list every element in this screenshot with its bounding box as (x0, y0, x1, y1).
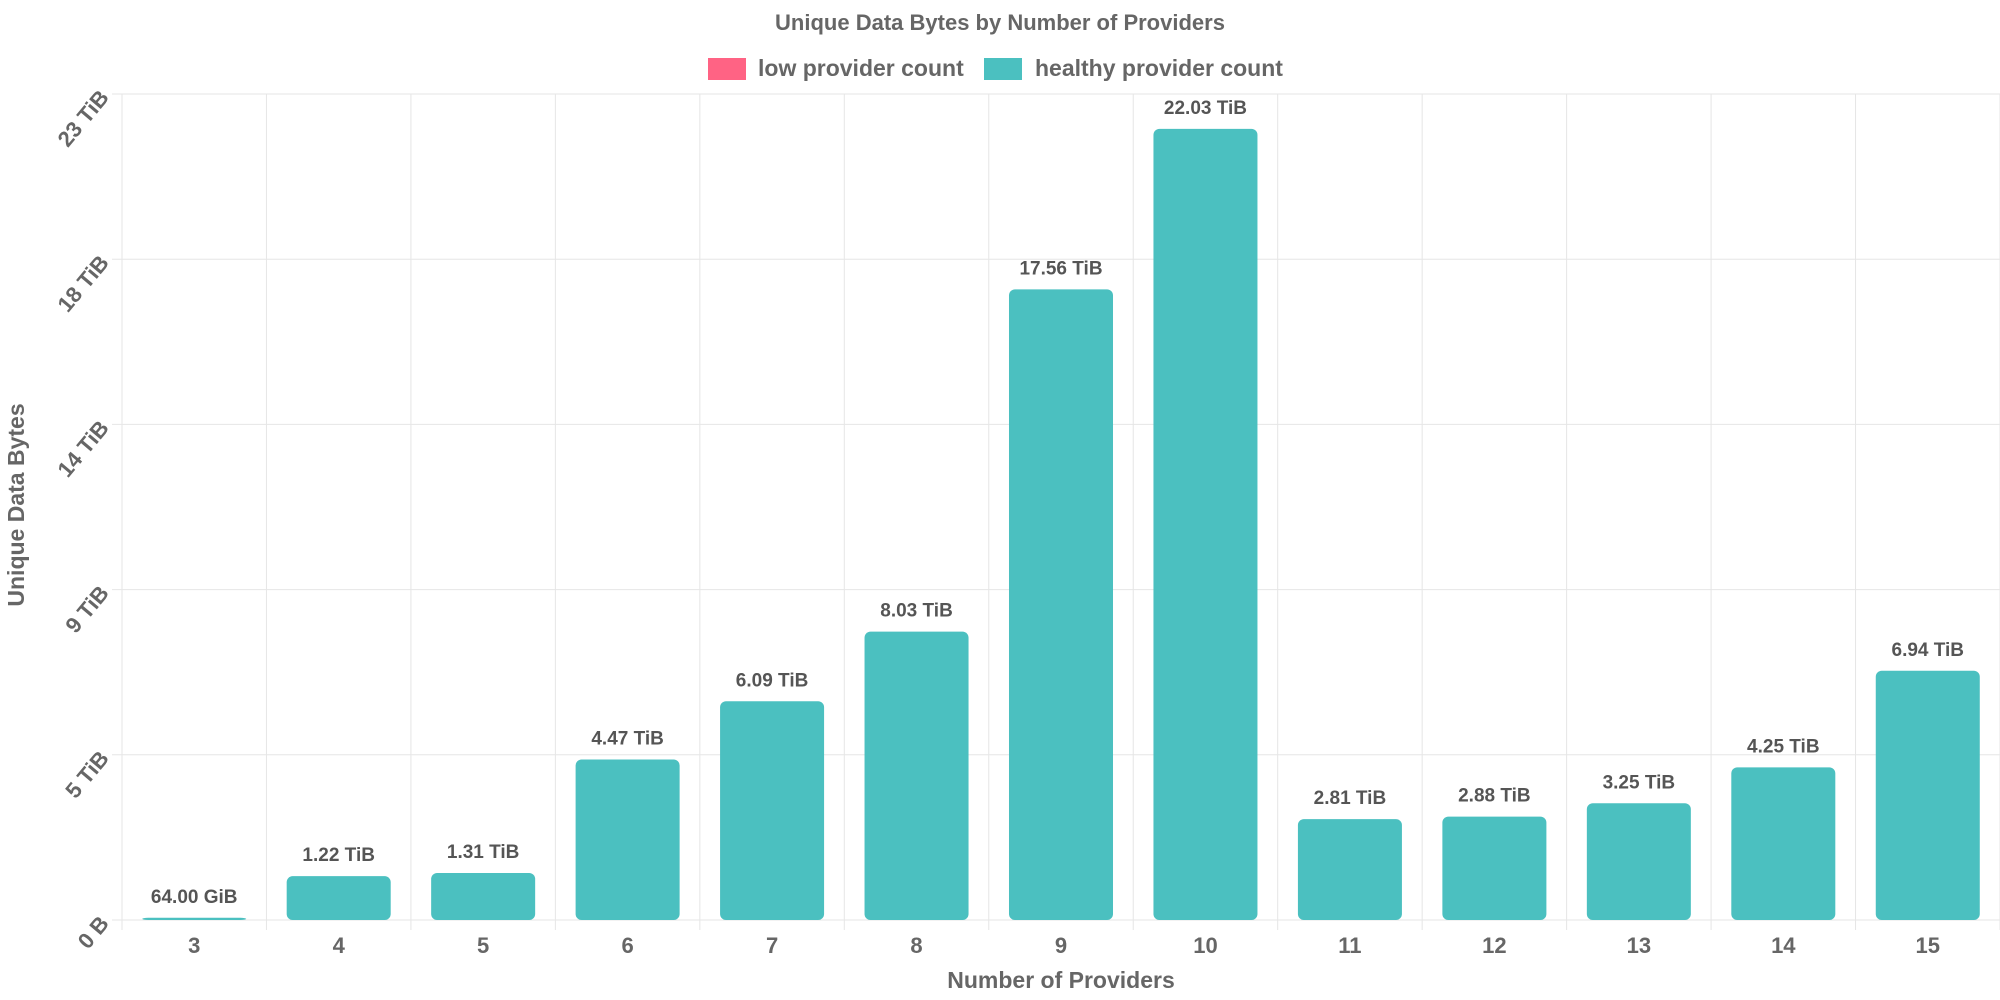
bar-11[interactable] (1297, 819, 1402, 920)
data-label-9: 17.56 TiB (1019, 258, 1102, 279)
legend-label-low[interactable]: low provider count (758, 55, 964, 81)
y-tick-label: 14 TiB (52, 416, 113, 482)
data-label-12: 2.88 TiB (1458, 786, 1531, 807)
legend-label-healthy[interactable]: healthy provider count (1035, 55, 1283, 81)
x-axis-ticks: 3 4 5 6 7 8 9 10 11 12 13 14 15 (188, 933, 1940, 958)
y-tick-label: 18 TiB (52, 250, 113, 316)
bar-5[interactable] (431, 872, 536, 920)
x-axis-title: Number of Providers (947, 967, 1175, 993)
y-tick-label: 9 TiB (60, 581, 113, 638)
bar-15[interactable] (1875, 670, 1980, 920)
data-label-4: 1.22 TiB (302, 845, 375, 866)
x-tick-9: 9 (1055, 933, 1067, 958)
data-label-15: 6.94 TiB (1892, 640, 1965, 661)
y-tick-label: 23 TiB (52, 85, 113, 151)
x-tick-12: 12 (1482, 933, 1506, 958)
data-label-10: 22.03 TiB (1164, 98, 1247, 119)
data-label-6: 4.47 TiB (591, 728, 664, 749)
x-tick-3: 3 (188, 933, 200, 958)
bar-12[interactable] (1442, 816, 1547, 920)
bar-8[interactable] (864, 631, 969, 920)
x-tick-10: 10 (1193, 933, 1217, 958)
x-tick-7: 7 (766, 933, 778, 958)
x-tick-5: 5 (477, 933, 489, 958)
x-tick-15: 15 (1916, 933, 1940, 958)
y-tick-label: 0 B (73, 911, 114, 953)
legend-swatch-low[interactable] (708, 58, 746, 80)
y-axis-ticks: 0 B 5 TiB 9 TiB 14 TiB 18 TiB 23 TiB (52, 85, 113, 953)
data-labels: 64.00 GiB 1.22 TiB 1.31 TiB 4.47 TiB 6.09 Ti… (151, 98, 1964, 908)
x-tick-13: 13 (1627, 933, 1651, 958)
data-label-11: 2.81 TiB (1314, 788, 1387, 809)
bar-7[interactable] (720, 701, 825, 920)
grid-lines (112, 93, 2000, 930)
x-tick-11: 11 (1338, 933, 1361, 958)
bar-9[interactable] (1008, 289, 1114, 920)
bar-6[interactable] (575, 759, 680, 920)
data-label-7: 6.09 TiB (736, 670, 809, 691)
bars (142, 128, 1980, 921)
y-axis-title: Unique Data Bytes (3, 403, 29, 606)
y-tick-label: 5 TiB (60, 746, 113, 803)
x-tick-6: 6 (621, 933, 633, 958)
x-tick-8: 8 (910, 933, 922, 958)
x-tick-4: 4 (333, 933, 346, 958)
x-tick-14: 14 (1771, 933, 1796, 958)
data-label-5: 1.31 TiB (447, 842, 520, 863)
bar-4[interactable] (286, 876, 391, 920)
chart-title: Unique Data Bytes by Number of Providers (775, 10, 1225, 35)
bar-13[interactable] (1586, 803, 1691, 920)
legend-swatch-healthy[interactable] (984, 58, 1022, 80)
data-label-8: 8.03 TiB (880, 601, 953, 622)
legend[interactable]: low provider count healthy provider coun… (708, 55, 1283, 81)
bar-3[interactable] (142, 917, 247, 920)
data-label-3: 64.00 GiB (151, 887, 238, 908)
data-label-13: 3.25 TiB (1603, 772, 1676, 793)
bar-10[interactable] (1153, 128, 1258, 921)
bar-14[interactable] (1731, 767, 1836, 920)
data-label-14: 4.25 TiB (1747, 736, 1820, 757)
